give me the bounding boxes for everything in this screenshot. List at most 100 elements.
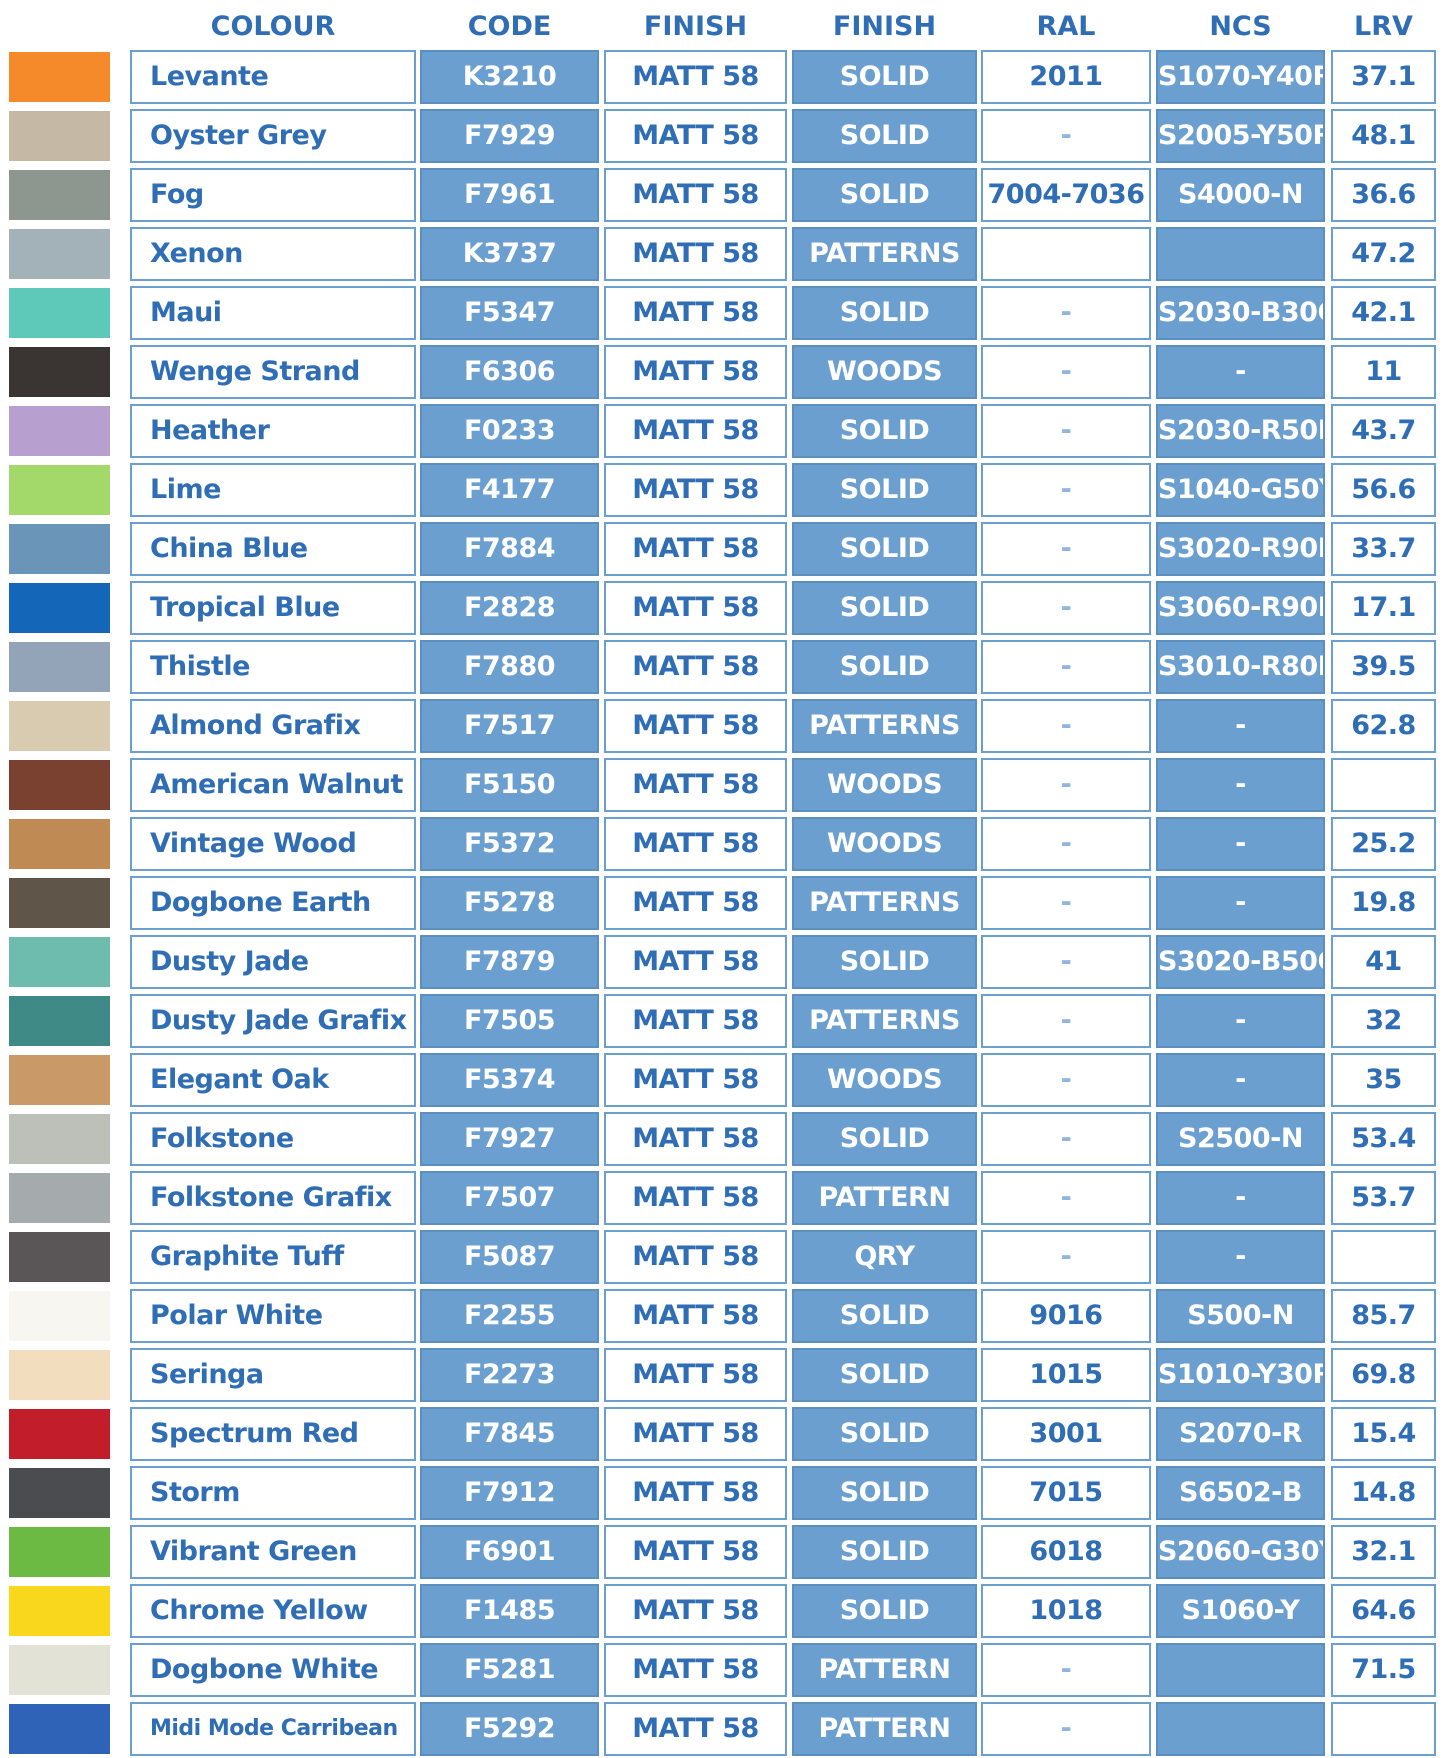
name-cell: Chrome Yellow bbox=[130, 1584, 416, 1638]
ncs-cell: S1070-Y40R bbox=[1156, 50, 1325, 104]
lrv-cell: 47.2 bbox=[1331, 227, 1436, 281]
code-cell: F6306 bbox=[420, 345, 599, 399]
finish-cell: MATT 58 bbox=[604, 1053, 787, 1107]
swatch bbox=[9, 347, 110, 397]
finish-cell: MATT 58 bbox=[604, 109, 787, 163]
finish-cell: MATT 58 bbox=[604, 286, 787, 340]
name-cell: Polar White bbox=[130, 1289, 416, 1343]
column-header: CODE bbox=[467, 11, 552, 42]
ral-cell: 7015 bbox=[981, 1466, 1151, 1520]
code-cell: F7517 bbox=[420, 699, 599, 753]
name-cell: Levante bbox=[130, 50, 416, 104]
finish-cell: MATT 58 bbox=[604, 994, 787, 1048]
ral-cell: 1015 bbox=[981, 1348, 1151, 1402]
ral-cell: 3001 bbox=[981, 1407, 1151, 1461]
swatch bbox=[9, 1527, 110, 1577]
name-cell: Maui bbox=[130, 286, 416, 340]
column-header: RAL bbox=[1036, 11, 1096, 42]
swatch bbox=[9, 1291, 110, 1341]
ncs-cell: S2060-G30Y bbox=[1156, 1525, 1325, 1579]
ral-cell: - bbox=[981, 1112, 1151, 1166]
swatch bbox=[9, 583, 110, 633]
ncs-cell: - bbox=[1156, 876, 1325, 930]
swatch bbox=[9, 819, 110, 869]
ral-cell: - bbox=[981, 758, 1151, 812]
code-cell: F1485 bbox=[420, 1584, 599, 1638]
ncs-cell: S2030-B30G bbox=[1156, 286, 1325, 340]
code-cell: F7505 bbox=[420, 994, 599, 1048]
type-cell: SOLID bbox=[792, 1407, 977, 1461]
lrv-cell: 17.1 bbox=[1331, 581, 1436, 635]
ncs-cell: S1040-G50Y bbox=[1156, 463, 1325, 517]
ral-cell: 6018 bbox=[981, 1525, 1151, 1579]
finish-cell: MATT 58 bbox=[604, 1702, 787, 1756]
lrv-cell: 62.8 bbox=[1331, 699, 1436, 753]
swatch bbox=[9, 1232, 110, 1282]
ncs-cell: S2030-R50B bbox=[1156, 404, 1325, 458]
finish-cell: MATT 58 bbox=[604, 1525, 787, 1579]
code-cell: F7884 bbox=[420, 522, 599, 576]
finish-cell: MATT 58 bbox=[604, 1584, 787, 1638]
lrv-cell: 35 bbox=[1331, 1053, 1436, 1107]
swatch bbox=[9, 701, 110, 751]
swatch bbox=[9, 1586, 110, 1636]
ncs-cell: S3060-R90B bbox=[1156, 581, 1325, 635]
type-cell: PATTERNS bbox=[792, 699, 977, 753]
ncs-cell: S6502-B bbox=[1156, 1466, 1325, 1520]
code-cell: F5087 bbox=[420, 1230, 599, 1284]
swatch bbox=[9, 111, 110, 161]
name-cell: Vibrant Green bbox=[130, 1525, 416, 1579]
ncs-cell: S2005-Y50R bbox=[1156, 109, 1325, 163]
finish-cell: MATT 58 bbox=[604, 1230, 787, 1284]
name-cell: Lime bbox=[130, 463, 416, 517]
name-cell: Elegant Oak bbox=[130, 1053, 416, 1107]
code-cell: K3737 bbox=[420, 227, 599, 281]
ncs-cell bbox=[1156, 227, 1325, 281]
lrv-cell: 25.2 bbox=[1331, 817, 1436, 871]
swatch bbox=[9, 1114, 110, 1164]
name-cell: Wenge Strand bbox=[130, 345, 416, 399]
type-cell: WOODS bbox=[792, 1053, 977, 1107]
code-cell: F0233 bbox=[420, 404, 599, 458]
ral-cell: - bbox=[981, 581, 1151, 635]
code-cell: F7879 bbox=[420, 935, 599, 989]
swatch bbox=[9, 1173, 110, 1223]
lrv-cell: 71.5 bbox=[1331, 1643, 1436, 1697]
lrv-cell bbox=[1331, 1702, 1436, 1756]
ral-cell: - bbox=[981, 876, 1151, 930]
finish-cell: MATT 58 bbox=[604, 876, 787, 930]
type-cell: SOLID bbox=[792, 1466, 977, 1520]
finish-cell: MATT 58 bbox=[604, 522, 787, 576]
swatch bbox=[9, 1704, 110, 1754]
swatch bbox=[9, 170, 110, 220]
type-cell: PATTERNS bbox=[792, 227, 977, 281]
lrv-cell: 14.8 bbox=[1331, 1466, 1436, 1520]
finish-cell: MATT 58 bbox=[604, 168, 787, 222]
name-cell: Dogbone White bbox=[130, 1643, 416, 1697]
ncs-cell bbox=[1156, 1643, 1325, 1697]
code-cell: F6901 bbox=[420, 1525, 599, 1579]
code-cell: F2828 bbox=[420, 581, 599, 635]
lrv-cell: 43.7 bbox=[1331, 404, 1436, 458]
finish-cell: MATT 58 bbox=[604, 640, 787, 694]
swatch bbox=[9, 1645, 110, 1695]
lrv-cell: 53.7 bbox=[1331, 1171, 1436, 1225]
ral-cell: - bbox=[981, 286, 1151, 340]
ncs-cell: - bbox=[1156, 994, 1325, 1048]
name-cell: Thistle bbox=[130, 640, 416, 694]
type-cell: SOLID bbox=[792, 1112, 977, 1166]
swatch bbox=[9, 1468, 110, 1518]
ncs-cell: S3020-R90B bbox=[1156, 522, 1325, 576]
ncs-cell: S2070-R bbox=[1156, 1407, 1325, 1461]
ncs-cell: S3010-R80B bbox=[1156, 640, 1325, 694]
ncs-cell: S4000-N bbox=[1156, 168, 1325, 222]
ral-cell: - bbox=[981, 1171, 1151, 1225]
swatch bbox=[9, 760, 110, 810]
lrv-cell: 64.6 bbox=[1331, 1584, 1436, 1638]
swatch bbox=[9, 642, 110, 692]
name-cell: Seringa bbox=[130, 1348, 416, 1402]
ral-cell: 2011 bbox=[981, 50, 1151, 104]
lrv-cell: 48.1 bbox=[1331, 109, 1436, 163]
lrv-cell bbox=[1331, 1230, 1436, 1284]
name-cell: Dogbone Earth bbox=[130, 876, 416, 930]
